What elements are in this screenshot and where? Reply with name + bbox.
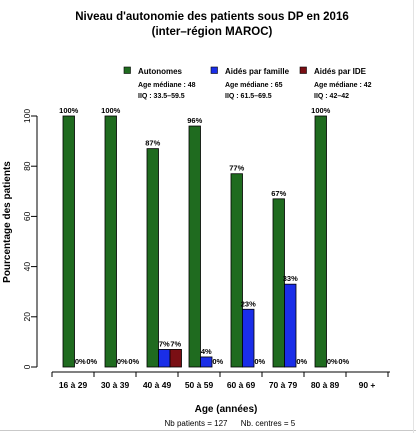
bar-label-autonomes-50-a-59: 96%	[187, 116, 202, 125]
bar-label-aides-par-ide-40-a-49: 7%	[170, 339, 181, 348]
x-tick-label: 60 à 69	[227, 380, 256, 390]
y-tick-label: 20	[22, 312, 32, 322]
bar-aides-par-famille-60-a-69	[242, 308, 255, 368]
bar-label-aides-par-ide-30-a-39: 0%	[128, 357, 139, 366]
y-tick-label: 40	[22, 262, 32, 272]
bar-label-aides-par-famille-80-a-89: 0%	[327, 357, 338, 366]
x-tick-label: 16 à 29	[59, 380, 88, 390]
bar-label-aides-par-ide-60-a-69: 0%	[254, 357, 265, 366]
legend-label-aides-par-ide: Aidés par IDE	[314, 67, 367, 76]
chart-title-line1: Niveau d'autonomie des patients sous DP …	[75, 11, 349, 23]
y-axis-label: Pourcentage des patients	[2, 161, 13, 283]
bar-aides-par-famille-70-a-79	[284, 283, 297, 368]
x-axis-ticks: 16 à 29 30 à 39 40 à 49 50 à 59 60 à 69 70 à …	[51, 372, 389, 390]
bar-label-aides-par-ide-80-a-89: 0%	[338, 357, 349, 366]
bar-autonomes-50-a-59	[188, 125, 201, 368]
frame-right-border	[413, 0, 414, 433]
y-tick-label: 80	[22, 161, 32, 171]
bar-autonomes-60-a-69	[230, 173, 243, 368]
y-tick-label: 60	[22, 211, 32, 221]
bar-aides-par-ide-40-a-49	[169, 349, 182, 368]
bar-labels: 100%0% 0%100%0% 0%87%7% 7%96%4%0%77%23%0%67…	[59, 106, 349, 366]
x-axis-label: Age (années)	[195, 404, 258, 415]
x-tick-label: 30 à 39	[101, 380, 130, 390]
legend: Autonomes Age médiane : 48 IIQ : 33.5–59.5…	[123, 66, 372, 100]
bar-label-aides-par-famille-30-a-39: 0%	[117, 357, 128, 366]
bar-autonomes-70-a-79	[272, 198, 285, 368]
bars	[62, 115, 327, 368]
x-tick-label: 50 à 59	[185, 380, 214, 390]
y-axis-ticks: 0 20 40 60 80 100	[22, 109, 37, 369]
frame-bottom-border	[0, 430, 416, 431]
footnote-patients: Nb patients = 127	[165, 419, 228, 428]
bar-label-aides-par-famille-40-a-49: 7%	[159, 339, 170, 348]
bar-label-aides-par-famille-16-a-29: 0%	[75, 357, 86, 366]
legend-label-aides-par-famille: Aidés par famille	[225, 67, 290, 76]
x-tick-label: 40 à 49	[143, 380, 172, 390]
legend-stat-aides-par-ide: IIQ : 42–42	[314, 93, 349, 100]
bar-label-autonomes-80-a-89: 100%	[311, 106, 331, 115]
bar-label-aides-par-famille-50-a-59: 4%	[201, 347, 212, 356]
bar-label-aides-par-ide-16-a-29: 0%	[86, 357, 97, 366]
bar-autonomes-80-a-89	[314, 115, 327, 368]
legend-stat-aides-par-famille: IIQ : 61.5–69.5	[225, 93, 272, 100]
y-tick-label: 100	[22, 109, 32, 123]
bar-autonomes-16-a-29	[62, 115, 75, 368]
legend-stat-aides-par-ide: Age médiane : 42	[314, 82, 372, 89]
bar-label-aides-par-ide-50-a-59: 0%	[212, 357, 223, 366]
bar-autonomes-30-a-39	[104, 115, 117, 368]
bar-label-autonomes-16-a-29: 100%	[59, 106, 79, 115]
legend-swatch-autonomes	[123, 66, 131, 74]
bar-label-autonomes-70-a-79: 67%	[271, 189, 286, 198]
footnote-centres: Nb. centres = 5	[241, 419, 296, 428]
bar-aides-par-famille-40-a-49	[158, 349, 171, 368]
bar-label-aides-par-famille-60-a-69: 23%	[241, 299, 256, 308]
bar-label-aides-par-famille-70-a-79: 33%	[283, 274, 298, 283]
bar-label-aides-par-ide-70-a-79: 0%	[296, 357, 307, 366]
bar-label-autonomes-40-a-49: 87%	[145, 139, 160, 148]
y-tick-label: 0	[22, 364, 32, 369]
legend-swatch-aides-par-famille	[210, 66, 218, 74]
bar-label-autonomes-30-a-39: 100%	[101, 106, 121, 115]
legend-stat-aides-par-famille: Age médiane : 65	[225, 82, 283, 89]
legend-label-autonomes: Autonomes	[138, 67, 183, 76]
bar-aides-par-famille-50-a-59	[200, 356, 213, 368]
legend-stat-autonomes: Age médiane : 48	[138, 82, 196, 89]
bar-autonomes-40-a-49	[146, 148, 159, 368]
bar-label-autonomes-60-a-69: 77%	[229, 164, 244, 173]
x-tick-label: 80 à 89	[311, 380, 340, 390]
x-tick-label: 70 à 79	[269, 380, 298, 390]
legend-swatch-aides-par-ide	[299, 66, 307, 74]
x-tick-label: 90 +	[359, 380, 376, 390]
legend-stat-autonomes: IIQ : 33.5–59.5	[138, 93, 185, 100]
chart-title-line2: (inter–région MAROC)	[152, 26, 273, 38]
